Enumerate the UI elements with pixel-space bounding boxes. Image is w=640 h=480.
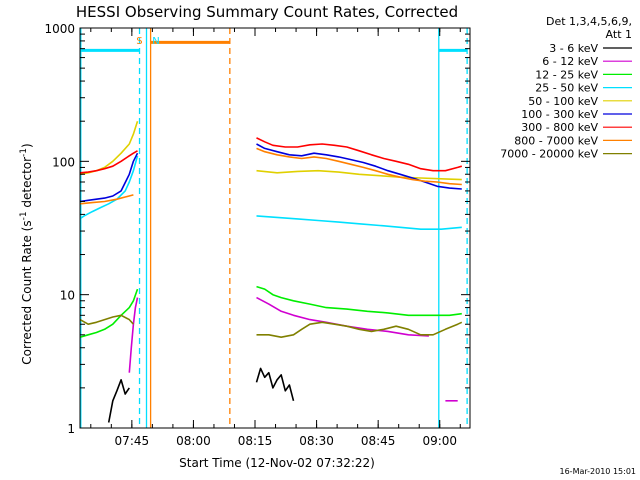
series-0-segment-0 <box>107 379 130 423</box>
legend-label-0: 3 - 6 keV <box>549 42 598 55</box>
legend-header-line-1: Det 1,3,4,5,6,9, <box>546 15 632 28</box>
legend-label-1: 6 - 12 keV <box>542 55 598 68</box>
footer-date: 16-Mar-2010 15:01 <box>560 467 637 476</box>
series-7-segment-0 <box>79 194 134 205</box>
series-7-segment-1 <box>256 147 462 186</box>
legend-label-6: 300 - 800 keV <box>521 121 598 134</box>
x-tick-label-1: 08:00 <box>176 434 211 448</box>
series-6-segment-0 <box>79 150 138 174</box>
flag-label-1: N <box>152 36 159 47</box>
series-3-segment-0 <box>79 155 139 220</box>
x-tick-label-4: 08:45 <box>361 434 396 448</box>
legend-label-5: 100 - 300 keV <box>521 108 598 121</box>
legend-header-line-2: Att 1 <box>606 28 632 41</box>
series-2-segment-0 <box>79 288 139 338</box>
y-label-part-2: detector <box>20 157 34 212</box>
plot-frame <box>79 27 471 429</box>
y-tick-label-1: 10 <box>60 289 75 303</box>
y-label-sup-2: -1 <box>19 148 29 157</box>
legend-label-4: 50 - 100 keV <box>528 95 598 108</box>
x-tick-label-2: 08:15 <box>238 434 273 448</box>
y-tick-label-0: 1 <box>67 422 75 436</box>
legend-label-2: 12 - 25 keV <box>535 68 598 81</box>
series-2-segment-1 <box>256 285 462 317</box>
series-8-segment-0 <box>79 314 134 325</box>
legend-label-8: 7000 - 20000 keV <box>500 148 598 161</box>
series-5-segment-1 <box>256 143 462 190</box>
chart-title: HESSI Observing Summary Count Rates, Cor… <box>76 3 458 21</box>
series-3-segment-1 <box>256 215 462 230</box>
flag-label-0: S <box>136 36 142 47</box>
y-tick-label-3: 1000 <box>44 22 75 36</box>
series-6-segment-1 <box>256 137 463 172</box>
y-tick-label-2: 100 <box>52 155 75 169</box>
y-label-part-3: ) <box>20 143 34 148</box>
series-0-segment-1 <box>255 367 295 402</box>
x-tick-label-0: 07:45 <box>115 434 150 448</box>
series-4-segment-1 <box>256 169 462 181</box>
x-tick-label-5: 09:00 <box>422 434 457 448</box>
x-tick-label-3: 08:30 <box>299 434 334 448</box>
legend-label-7: 800 - 7000 keV <box>514 134 598 147</box>
y-axis-label: Corrected Count Rate (s-1 detector-1) <box>19 143 34 364</box>
x-axis-label: Start Time (12-Nov-02 07:32:22) <box>179 456 375 470</box>
svg-text:Corrected Count Rate (s-1 dete: Corrected Count Rate (s-1 detector-1) <box>19 143 34 364</box>
series-8-segment-1 <box>256 321 463 338</box>
axes: 07:45 08:00 08:15 08:30 08:45 09:00 1 10 100 1000 <box>44 22 471 448</box>
series-5-segment-0 <box>79 152 139 203</box>
series-1-segment-0 <box>128 297 139 373</box>
series-4-segment-0 <box>79 120 139 176</box>
series-1-segment-1 <box>256 296 429 337</box>
y-label-part-1: Corrected Count Rate (s <box>20 220 34 364</box>
legend-label-3: 25 - 50 keV <box>535 82 598 95</box>
y-label-sup-1: -1 <box>19 211 29 220</box>
